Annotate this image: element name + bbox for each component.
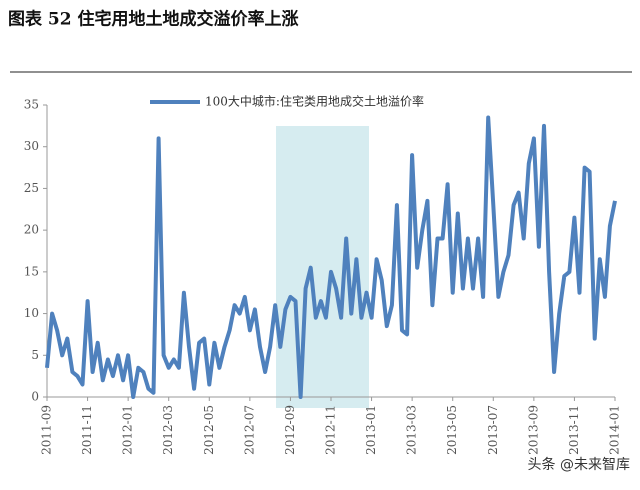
y-tick-label: 35	[24, 98, 39, 112]
x-tick-label: 2013-01	[364, 405, 378, 455]
x-tick-label: 2012-01	[121, 405, 135, 455]
x-tick-label: 2011-11	[80, 405, 94, 455]
x-tick-label: 2014-01	[608, 405, 622, 455]
y-tick-label: 25	[24, 181, 39, 195]
chart-title: 图表 52 住宅用地土地成交溢价率上涨	[8, 9, 299, 30]
x-tick-label: 2012-05	[202, 405, 216, 455]
highlight-band	[276, 126, 369, 408]
x-tick-label: 2012-11	[324, 405, 338, 455]
x-tick-label: 2013-05	[445, 405, 459, 455]
x-tick-label: 2013-07	[486, 405, 500, 455]
data-line	[45, 115, 617, 399]
y-tick-label: 15	[24, 264, 39, 278]
x-tick-label: 2012-07	[242, 405, 256, 455]
y-tick-label: 30	[24, 139, 39, 153]
x-tick-label: 2013-11	[567, 405, 581, 455]
x-tick-label: 2011-09	[40, 405, 54, 455]
x-tick-label: 2012-09	[283, 405, 297, 455]
y-tick-label: 0	[31, 390, 39, 404]
watermark: 头条 @未来智库	[528, 456, 630, 473]
y-tick-label: 20	[24, 223, 39, 237]
legend-label: 100大中城市:住宅类用地成交土地溢价率	[205, 94, 424, 109]
x-tick-label: 2013-03	[405, 405, 419, 455]
x-tick-label: 2012-03	[161, 405, 175, 455]
x-tick-label: 2013-09	[526, 405, 540, 455]
y-tick-label: 5	[31, 348, 39, 362]
y-tick-label: 10	[24, 306, 39, 320]
